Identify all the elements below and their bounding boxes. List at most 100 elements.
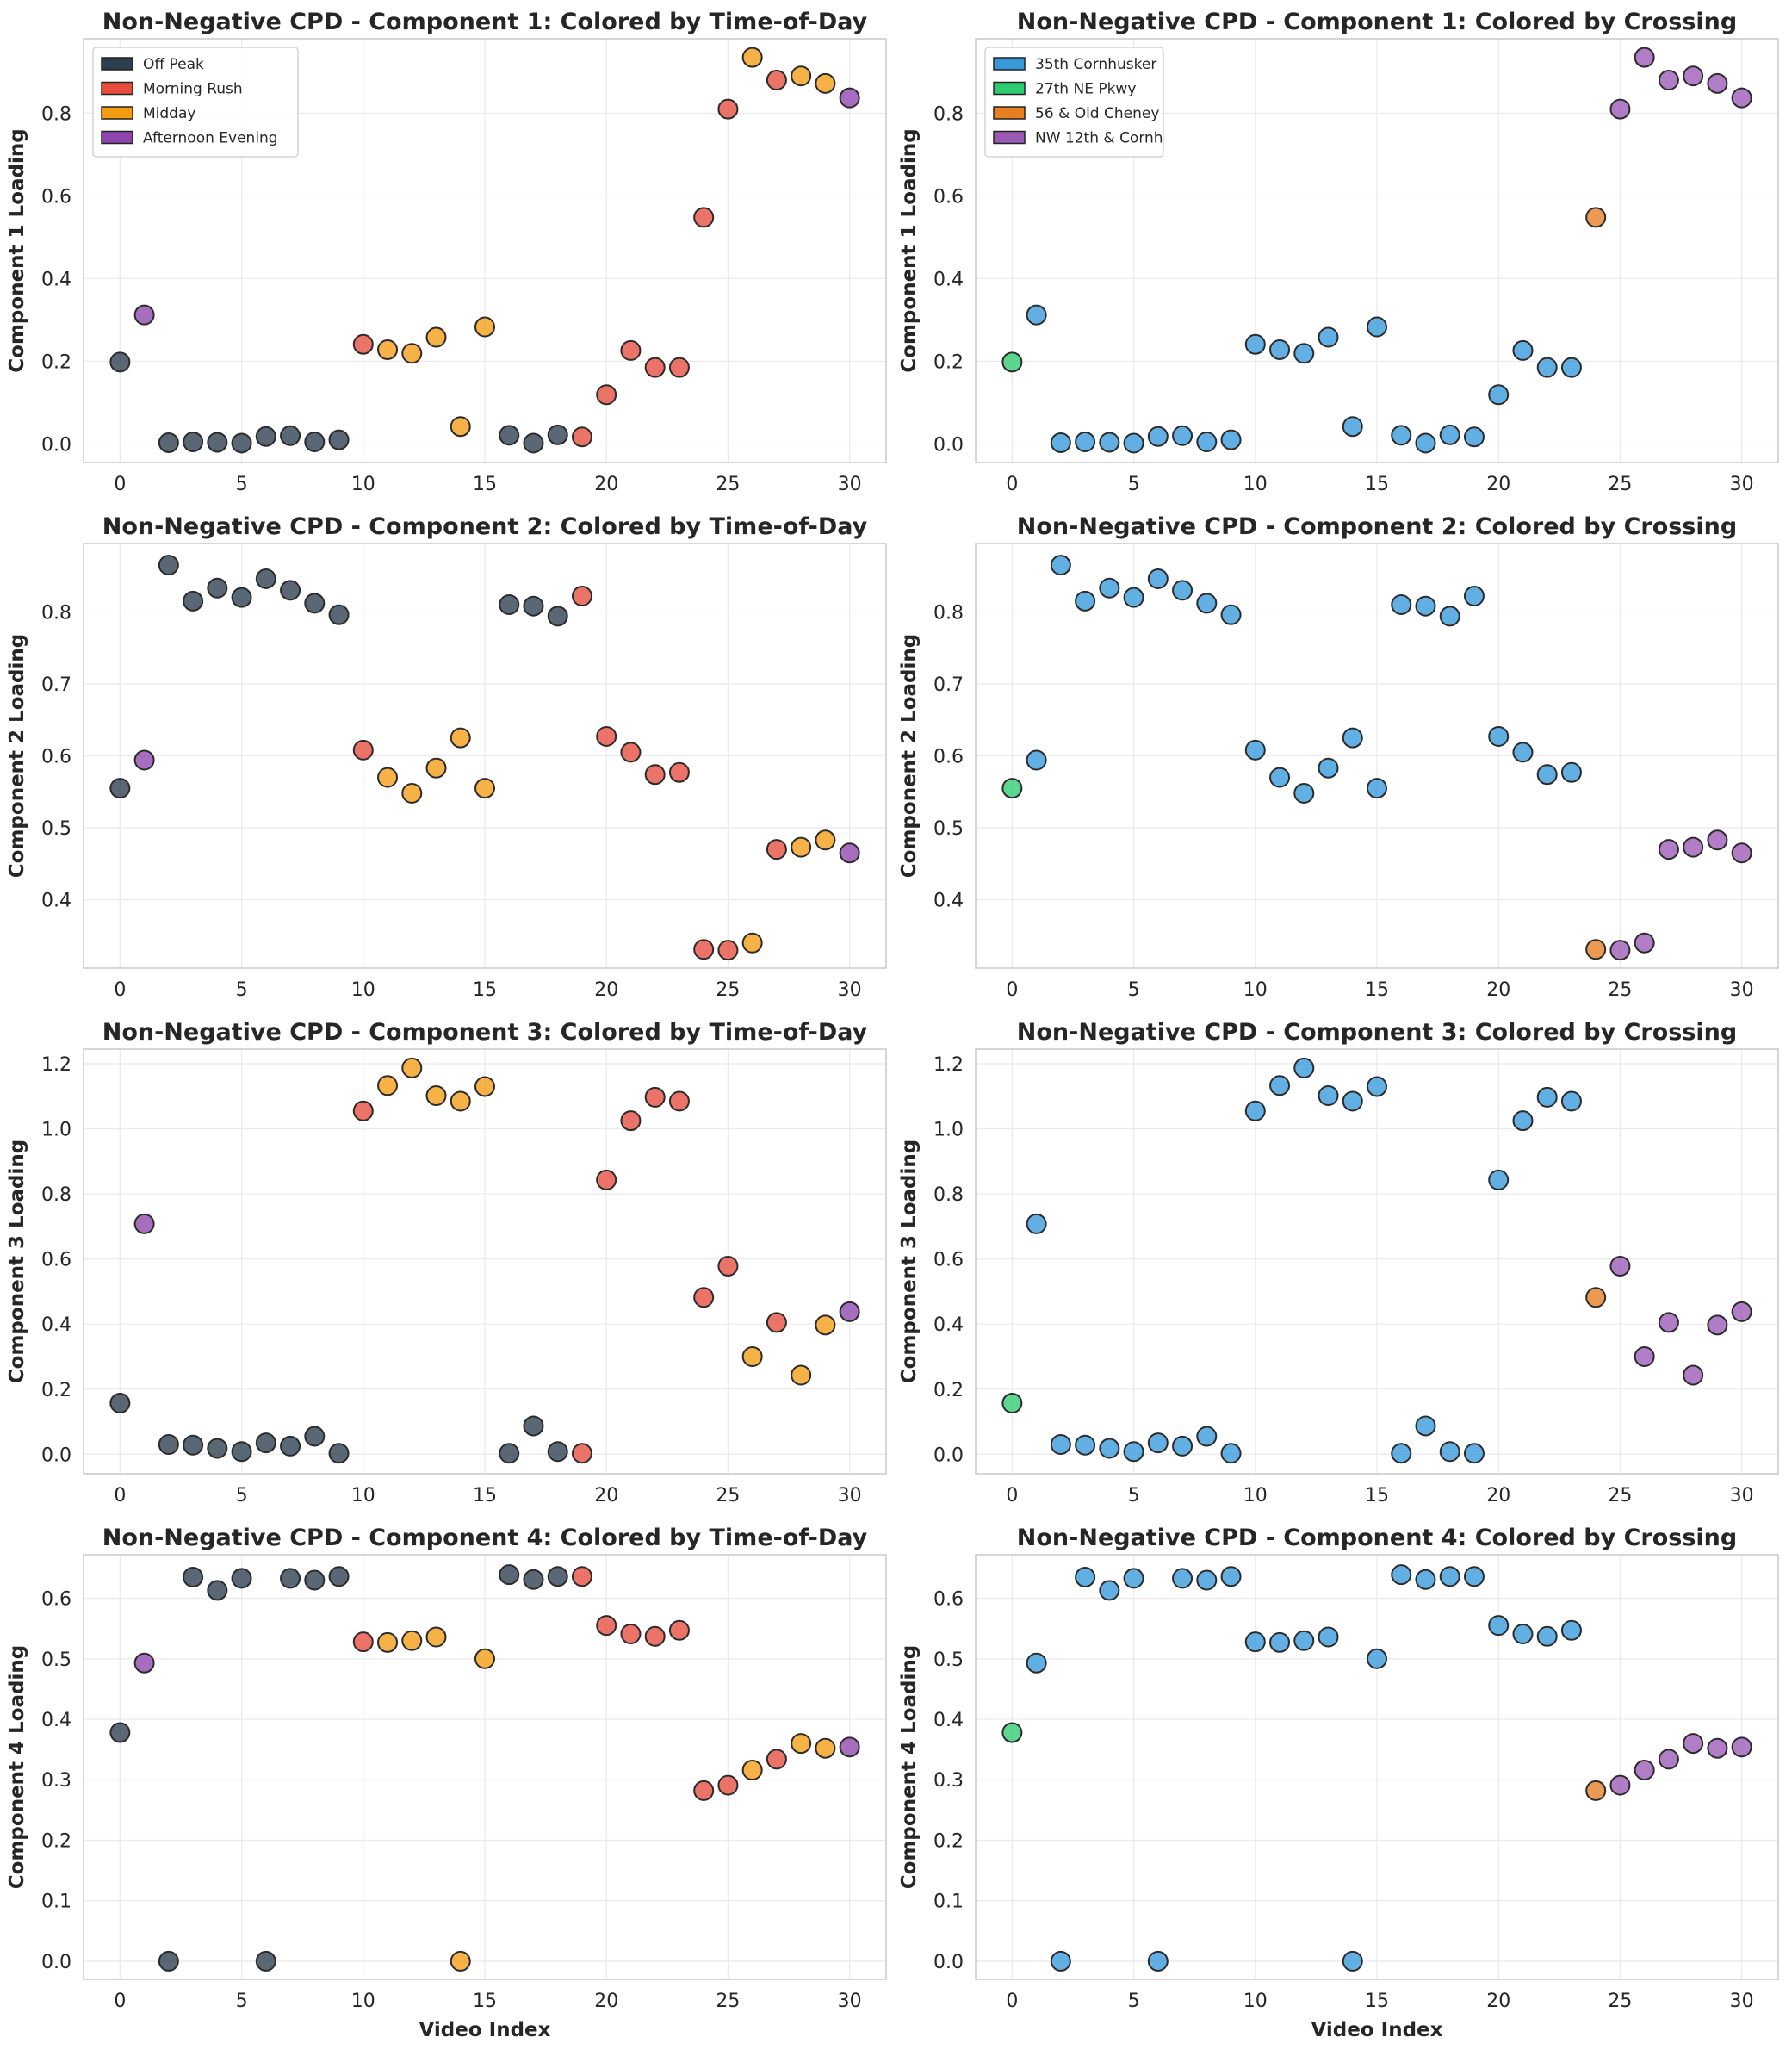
x-tick-label: 10 — [1243, 1485, 1268, 1506]
data-point — [377, 1075, 399, 1096]
data-point — [1463, 585, 1485, 606]
data-point — [1220, 1443, 1242, 1464]
data-point — [401, 782, 423, 804]
data-point — [1293, 1630, 1315, 1651]
data-point — [1707, 1314, 1728, 1336]
data-point — [231, 432, 252, 454]
x-axis-label: Video Index — [1311, 2019, 1443, 2041]
data-point — [401, 343, 423, 364]
data-point — [741, 47, 763, 68]
data-point — [450, 727, 471, 749]
data-point — [1536, 1086, 1558, 1108]
x-tick-label: 5 — [236, 474, 248, 495]
data-point — [1026, 304, 1047, 326]
data-point — [1731, 1301, 1752, 1322]
data-point — [207, 1438, 228, 1459]
data-point — [425, 1085, 447, 1107]
data-point — [523, 595, 544, 617]
data-point — [1220, 604, 1242, 625]
data-point — [741, 932, 763, 954]
data-point — [499, 594, 520, 616]
data-point — [1439, 424, 1460, 445]
data-point — [1318, 326, 1339, 348]
data-point — [1707, 829, 1728, 851]
data-point — [1123, 432, 1144, 454]
chart-panel-3: 0 5 10 15 20 25 30 0.4 0.5 0.6 0.7 0.8 Non-Negative … — [6, 513, 887, 1001]
chart-panel-7: 0 5 10 15 20 25 30 0.0 0.1 0.2 0.3 0.4 0.5 0.6 Non-Neg… — [6, 1525, 887, 2041]
plot-frame — [975, 1554, 1779, 1980]
data-point — [109, 351, 131, 373]
y-tick-label: 0.8 — [933, 1184, 964, 1206]
x-tick-label: 25 — [716, 1991, 740, 2012]
legend-swatch — [101, 106, 133, 120]
chart-panel-5: 0 5 10 15 20 25 30 0.0 0.2 0.4 0.6 0.8 1.0 1.2 Non-Neg… — [6, 1019, 887, 1506]
data-point — [1488, 1169, 1510, 1190]
data-point — [596, 1615, 617, 1637]
data-point — [183, 1566, 204, 1587]
x-tick-label: 5 — [1128, 1991, 1140, 2012]
data-point — [1585, 939, 1607, 960]
data-point — [255, 426, 276, 447]
data-point — [1318, 1085, 1339, 1107]
y-tick-label: 0.2 — [41, 351, 71, 373]
x-tick-label: 10 — [1243, 1991, 1268, 2012]
data-point — [839, 1301, 860, 1322]
data-point — [1707, 1737, 1728, 1759]
y-tick-label: 0.4 — [933, 1314, 964, 1336]
y-tick-label: 0.0 — [933, 434, 964, 456]
legend-box — [92, 47, 299, 158]
data-point — [328, 429, 350, 450]
data-point — [1683, 1364, 1704, 1386]
data-point — [815, 1737, 836, 1759]
data-point — [1367, 778, 1387, 799]
y-tick-label: 0.2 — [933, 1380, 964, 1401]
data-point — [1318, 757, 1339, 779]
data-point — [352, 1100, 374, 1121]
data-point — [1391, 425, 1412, 446]
data-point — [1609, 1774, 1631, 1796]
x-tick-label: 0 — [1006, 979, 1018, 1001]
x-tick-label: 15 — [1365, 474, 1389, 495]
data-point — [620, 1623, 642, 1644]
data-point — [377, 339, 399, 360]
data-point — [668, 1619, 690, 1641]
data-point — [1147, 1432, 1169, 1454]
y-tick-label: 0.5 — [933, 818, 964, 840]
data-point — [207, 1580, 228, 1601]
data-point — [1463, 426, 1485, 448]
data-point — [717, 1774, 739, 1796]
data-point — [620, 339, 642, 361]
data-point — [668, 761, 690, 783]
data-point — [815, 1314, 836, 1336]
data-point — [1050, 555, 1071, 576]
data-point — [1244, 739, 1266, 761]
y-axis-label: Component 4 Loading — [6, 1645, 28, 1889]
data-point — [425, 326, 447, 348]
data-point — [1196, 593, 1218, 614]
data-point — [620, 1110, 642, 1132]
data-point — [1731, 1736, 1752, 1758]
x-tick-label: 5 — [236, 979, 248, 1001]
data-point — [1293, 782, 1315, 804]
plot-frame — [83, 1554, 887, 1980]
data-point — [1099, 432, 1120, 453]
data-point — [1634, 1760, 1655, 1781]
data-point — [304, 1569, 326, 1591]
data-point — [352, 739, 374, 761]
y-tick-label: 0.4 — [41, 269, 71, 290]
data-point — [133, 304, 155, 326]
x-tick-label: 20 — [594, 1991, 618, 2012]
legend-label: Afternoon Evening — [143, 130, 278, 147]
data-point — [158, 1950, 179, 1972]
data-point — [109, 1393, 131, 1414]
legend-label: 27th NE Pkwy — [1035, 81, 1136, 98]
data-point — [815, 72, 836, 94]
data-point — [1172, 580, 1194, 601]
legend-label: Midday — [143, 105, 195, 122]
data-point — [1439, 1441, 1460, 1463]
data-point — [523, 1569, 544, 1590]
x-tick-label: 10 — [1243, 474, 1268, 495]
data-point — [791, 1364, 812, 1386]
y-tick-label: 0.3 — [41, 1770, 71, 1792]
data-point — [304, 432, 326, 452]
